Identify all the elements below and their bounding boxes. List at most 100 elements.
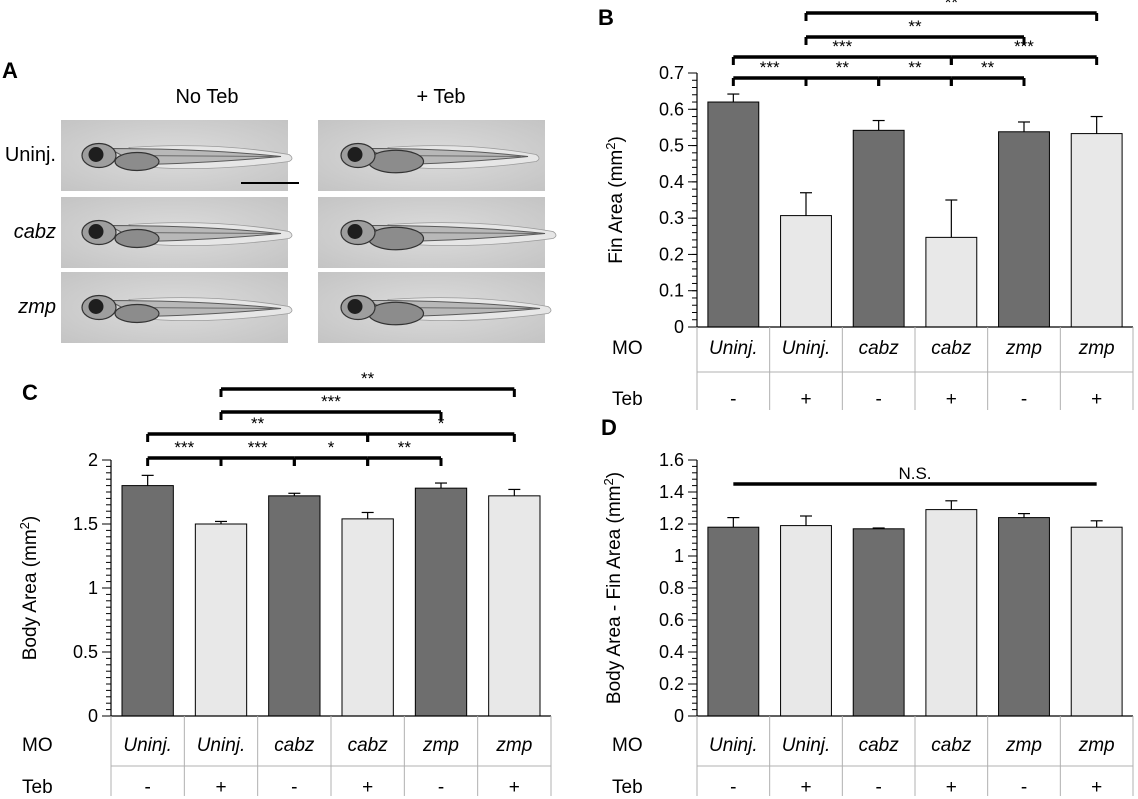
- panel-c-label: C: [22, 380, 38, 405]
- category-label: zmp: [1078, 735, 1115, 756]
- y-tick-label: 0: [674, 706, 684, 726]
- eye: [347, 299, 363, 314]
- panel-a: A No Teb + Teb Uninj. cabz zmp: [2, 58, 557, 343]
- y-tick-label: 0.2: [659, 674, 684, 694]
- y-tick-label: 0.5: [73, 642, 98, 662]
- y-axis-label: Body Area - Fin Area (mm2): [601, 472, 625, 704]
- category-label: cabz: [931, 735, 972, 756]
- category-label: Uninj.: [709, 735, 758, 756]
- y-tick-label: 0.4: [659, 642, 684, 662]
- eye: [88, 147, 104, 162]
- category-label: zmp: [1005, 735, 1042, 756]
- significance-bracket: **: [804, 0, 1099, 21]
- y-tick-label: 1: [88, 578, 98, 598]
- yolk: [114, 228, 160, 249]
- eye: [347, 147, 363, 162]
- teb-value-label: -: [730, 389, 736, 410]
- bar: [488, 495, 541, 717]
- teb-value-label: +: [946, 777, 957, 798]
- teb-value-label: -: [438, 777, 444, 798]
- significance-label: N.S.: [898, 464, 931, 483]
- bar: [780, 215, 832, 328]
- significance-bracket: N.S.: [733, 464, 1097, 486]
- teb-value-label: +: [215, 777, 226, 798]
- significance-bracket: *: [292, 438, 370, 466]
- significance-label: **: [398, 438, 412, 457]
- category-label: zmp: [495, 735, 532, 756]
- significance-bracket: ***: [146, 438, 223, 466]
- bar: [852, 129, 905, 328]
- significance-bracket: **: [804, 17, 1026, 45]
- eye: [88, 299, 104, 314]
- significance-label: **: [945, 0, 959, 12]
- larva-image: [61, 272, 293, 343]
- column-header-plus-teb: + Teb: [416, 86, 465, 108]
- teb-row-label: Teb: [612, 389, 643, 410]
- significance-label: **: [361, 369, 375, 388]
- category-label: Uninj.: [123, 735, 172, 756]
- y-tick-label: 0.1: [659, 281, 684, 301]
- y-tick-label: 2: [88, 450, 98, 470]
- category-label: cabz: [859, 735, 900, 756]
- significance-label: ***: [760, 58, 780, 77]
- significance-bracket: *: [366, 414, 516, 442]
- panel-d: D 0 0.2 0.4 0.6 0.8 1 1.2 1.4 1.6 Body Area - Fin…: [601, 415, 1134, 798]
- yolk: [367, 226, 425, 251]
- bar: [998, 131, 1050, 328]
- teb-value-label: -: [291, 777, 297, 798]
- significance-bracket: **: [366, 438, 443, 466]
- yolk: [114, 151, 160, 172]
- mo-row-label: MO: [22, 735, 53, 756]
- significance-bracket: **: [877, 58, 953, 86]
- mo-row-label: MO: [612, 338, 643, 359]
- row-label-2: zmp: [17, 296, 56, 318]
- y-tick-label: 0: [88, 706, 98, 726]
- category-label: cabz: [859, 338, 900, 359]
- significance-label: *: [328, 438, 335, 457]
- significance-bracket: **: [949, 58, 1026, 86]
- significance-label: ***: [248, 438, 268, 457]
- significance-bracket: ***: [949, 37, 1099, 65]
- y-tick-label: 0.4: [659, 172, 684, 192]
- bar: [1070, 133, 1123, 328]
- significance-bracket: ***: [219, 392, 443, 420]
- category-label: zmp: [422, 735, 459, 756]
- significance-bracket: **: [804, 58, 881, 86]
- teb-value-label: -: [876, 777, 882, 798]
- eye: [347, 224, 363, 239]
- y-tick-label: 1.2: [659, 514, 684, 534]
- teb-value-label: +: [509, 777, 520, 798]
- category-label: Uninj.: [197, 735, 246, 756]
- y-tick-label: 1.5: [73, 514, 98, 534]
- teb-value-label: -: [145, 777, 151, 798]
- bar: [1070, 526, 1123, 717]
- significance-bracket: ***: [219, 438, 296, 466]
- panel-b-label: B: [598, 5, 614, 30]
- panel-c: C 0 0.5 1 1.5 2 Body Area (mm2) MO Teb Uninj. - Un…: [17, 369, 552, 798]
- significance-label: ***: [321, 392, 341, 411]
- y-axis-label: Body Area (mm2): [17, 516, 41, 661]
- significance-label: **: [908, 17, 922, 36]
- eye: [88, 224, 104, 239]
- column-header-no-teb: No Teb: [175, 86, 238, 108]
- teb-row-label: Teb: [612, 777, 643, 798]
- teb-value-label: +: [1091, 777, 1102, 798]
- significance-label: **: [981, 58, 995, 77]
- bar: [925, 236, 978, 328]
- y-tick-label: 0.6: [659, 99, 684, 119]
- larva-image: [61, 120, 293, 191]
- significance-label: **: [908, 58, 922, 77]
- significance-label: *: [438, 414, 445, 433]
- y-tick-label: 0.2: [659, 244, 684, 264]
- bar: [707, 101, 760, 328]
- panel-a-label: A: [2, 58, 18, 83]
- significance-bracket: ***: [731, 58, 808, 86]
- teb-value-label: +: [1091, 389, 1102, 410]
- y-tick-label: 1.6: [659, 450, 684, 470]
- bar: [707, 526, 760, 717]
- bar: [852, 528, 905, 717]
- teb-value-label: -: [876, 389, 882, 410]
- yolk: [114, 303, 160, 324]
- panel-b: B 0 0.1 0.2 0.3 0.4 0.5 0.6 0.7 Fin Area (mm2) MO…: [598, 0, 1134, 410]
